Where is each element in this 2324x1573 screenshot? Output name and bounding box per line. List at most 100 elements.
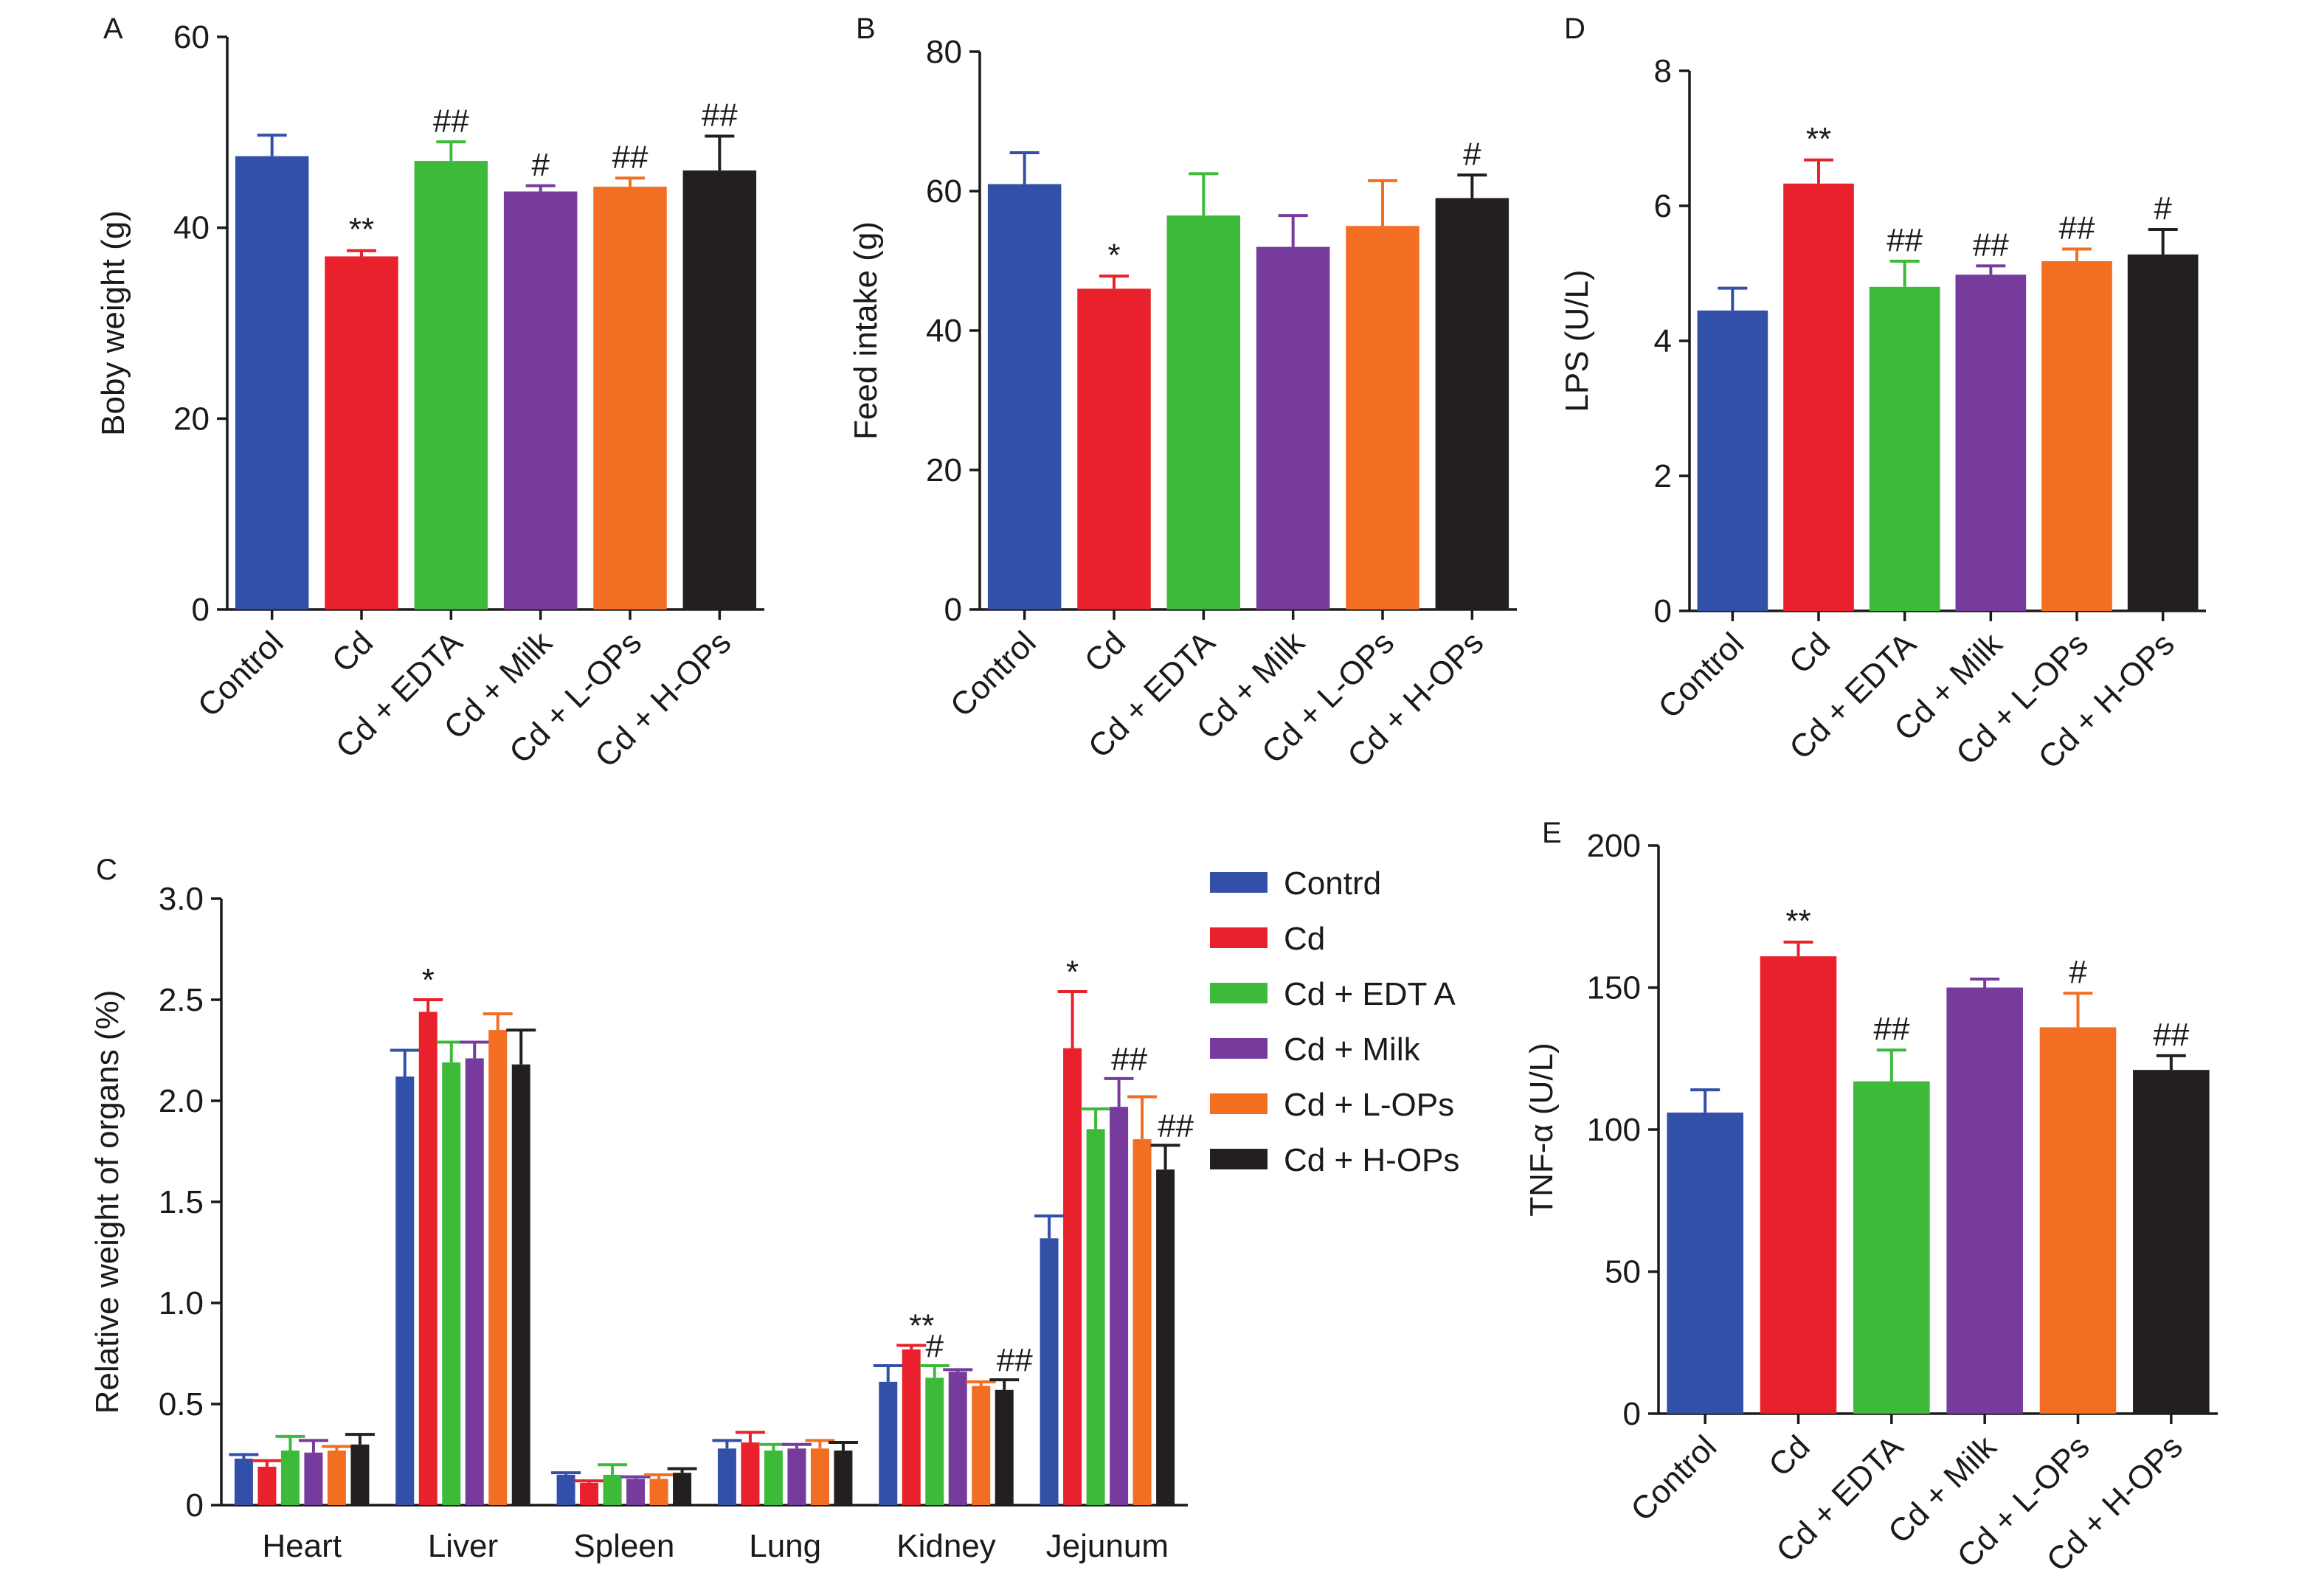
y-tick-label: 4 xyxy=(1654,323,1672,359)
significance-label: # xyxy=(1463,136,1481,172)
legend-label: Contrd xyxy=(1284,865,1381,902)
bar xyxy=(1760,956,1837,1414)
bar xyxy=(304,1452,323,1505)
bar xyxy=(948,1372,967,1505)
y-tick-label: 3.0 xyxy=(159,881,204,917)
significance-label: ## xyxy=(2059,210,2095,246)
x-tick-label: Liver xyxy=(428,1528,498,1564)
y-tick-label: 40 xyxy=(926,313,962,349)
y-tick-label: 60 xyxy=(173,19,210,55)
legend-label: Cd + H-OPs xyxy=(1284,1142,1459,1178)
bar xyxy=(556,1474,575,1505)
y-tick-label: 200 xyxy=(1587,828,1641,864)
significance-label: ## xyxy=(1158,1107,1194,1144)
bar xyxy=(1256,246,1330,609)
bar xyxy=(418,1012,438,1505)
significance-label: ** xyxy=(349,212,374,248)
bar xyxy=(972,1386,991,1505)
bar xyxy=(741,1442,760,1505)
bar xyxy=(580,1482,599,1505)
panel-letter: A xyxy=(103,13,123,45)
bar xyxy=(280,1451,300,1505)
x-tick-label: Control xyxy=(191,624,291,724)
x-tick-label: Control xyxy=(1651,626,1751,725)
panel-letter: D xyxy=(1564,13,1585,45)
x-tick-label: Jejunum xyxy=(1046,1528,1169,1564)
y-tick-label: 20 xyxy=(926,452,962,488)
x-tick-label: Spleen xyxy=(573,1528,674,1564)
significance-label: ## xyxy=(1973,227,2009,263)
bar xyxy=(2127,254,2199,611)
bar xyxy=(682,170,757,610)
significance-label: # xyxy=(926,1328,944,1364)
y-tick-label: 6 xyxy=(1654,188,1672,224)
bar xyxy=(2133,1070,2210,1414)
y-axis-title: TNF-α (U/L) xyxy=(1524,1043,1560,1217)
bar xyxy=(327,1451,346,1505)
y-tick-label: 100 xyxy=(1587,1112,1641,1148)
x-tick-label: Lung xyxy=(749,1528,821,1564)
y-axis-title: Feed intake (g) xyxy=(848,221,884,440)
y-tick-label: 20 xyxy=(173,401,210,437)
significance-label: ## xyxy=(1111,1041,1147,1077)
significance-label: ## xyxy=(433,103,469,139)
y-tick-label: 150 xyxy=(1587,970,1641,1006)
y-tick-label: 60 xyxy=(926,173,962,210)
legend-label: Cd + L-OPs xyxy=(1284,1087,1454,1123)
bar xyxy=(1435,198,1509,609)
significance-label: # xyxy=(531,147,550,183)
x-tick-label: Control xyxy=(1624,1428,1723,1528)
y-tick-label: 0 xyxy=(192,592,210,628)
bar xyxy=(995,1389,1014,1505)
significance-label: ## xyxy=(1886,222,1923,258)
bar xyxy=(257,1466,277,1505)
x-tick-label: Control xyxy=(944,624,1043,724)
significance-label: ## xyxy=(997,1342,1033,1378)
y-tick-label: 40 xyxy=(173,210,210,246)
bar xyxy=(1132,1139,1152,1505)
bar xyxy=(1063,1048,1082,1505)
bar xyxy=(2039,1027,2117,1414)
panel-c-organ-weight-chart: C 0 0.5 1.0 1.5 2.0 2.5 3.0 Relative weight of … xyxy=(89,854,1459,1564)
bar xyxy=(1667,1112,1743,1414)
bar xyxy=(1156,1169,1175,1505)
bar xyxy=(1040,1238,1059,1505)
bar xyxy=(2041,261,2112,611)
bar xyxy=(235,156,309,609)
bar xyxy=(325,256,398,609)
y-axis-title: LPS (U/L) xyxy=(1559,269,1595,412)
significance-label: ** xyxy=(909,1308,934,1344)
panel-letter: E xyxy=(1542,817,1562,849)
y-tick-label: 2.0 xyxy=(159,1083,204,1119)
bar xyxy=(810,1448,829,1505)
significance-label: * xyxy=(1107,237,1120,273)
legend-swatch xyxy=(1210,1093,1268,1114)
bar xyxy=(414,161,488,610)
y-tick-label: 8 xyxy=(1654,53,1672,89)
bar xyxy=(987,184,1062,610)
significance-label: ** xyxy=(1806,121,1831,157)
bar xyxy=(787,1448,806,1505)
y-tick-label: 0 xyxy=(1654,593,1672,629)
legend-swatch xyxy=(1210,872,1268,893)
bar xyxy=(465,1058,484,1505)
significance-label: * xyxy=(422,962,435,998)
x-tick-label: Cd xyxy=(1762,1428,1816,1483)
bar xyxy=(603,1474,622,1505)
y-tick-label: 80 xyxy=(926,34,962,70)
y-tick-label: 2 xyxy=(1654,458,1672,494)
legend-swatch xyxy=(1210,983,1268,1003)
y-tick-label: 1.5 xyxy=(159,1184,204,1220)
bar xyxy=(503,191,578,609)
bar xyxy=(511,1064,530,1505)
significance-label: ## xyxy=(2153,1017,2189,1053)
significance-label: ## xyxy=(1873,1011,1909,1047)
significance-label: ## xyxy=(702,97,738,134)
y-axis-title: Boby weight (g) xyxy=(95,210,131,436)
x-tick-label: Heart xyxy=(262,1528,342,1564)
legend: Contrd Cd Cd + EDT A Cd + Milk Cd + L-OPs Cd … xyxy=(1210,865,1459,1178)
